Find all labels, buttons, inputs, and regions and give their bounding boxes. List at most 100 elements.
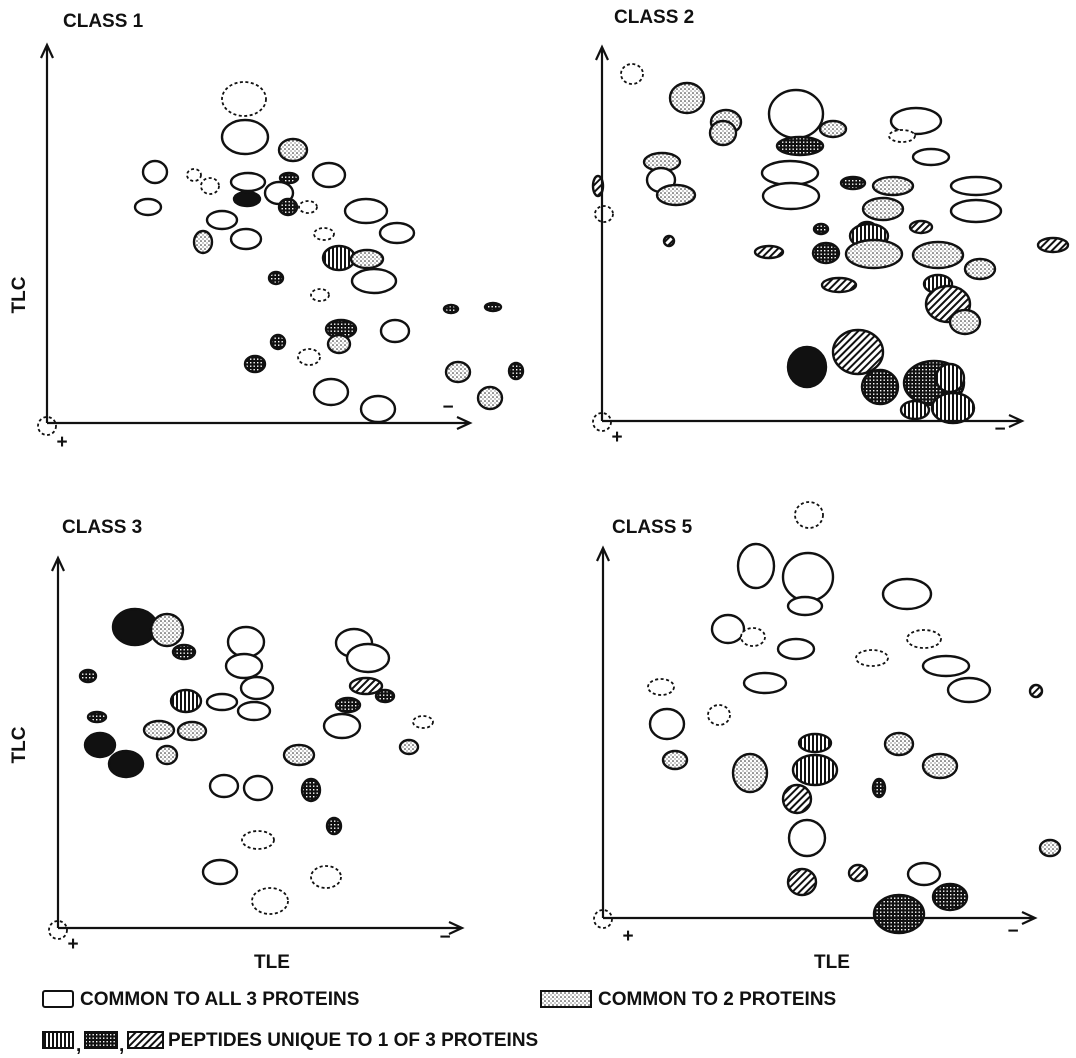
panel-title: CLASS 3	[62, 517, 142, 538]
peptide-spot	[380, 223, 414, 243]
peptide-spot	[151, 614, 183, 646]
panel-title: CLASS 5	[612, 517, 693, 538]
peptide-spot	[951, 200, 1001, 222]
peptide-spot	[885, 733, 913, 755]
peptide-spot	[376, 690, 394, 702]
peptide-spot	[712, 615, 744, 643]
peptide-spot	[789, 820, 825, 856]
peptide-spot	[381, 320, 409, 342]
peptide-spot	[777, 137, 823, 155]
peptide-spot	[478, 387, 502, 409]
peptide-spot	[143, 161, 167, 183]
peptide-spot	[245, 356, 265, 372]
peptide-spot	[231, 229, 261, 249]
peptide-spot	[242, 831, 274, 849]
peptide-spot	[788, 597, 822, 615]
plus-sign: +	[56, 432, 67, 453]
peptide-spot	[446, 362, 470, 382]
y-axis-label: TLC	[9, 726, 30, 763]
peptide-spot	[907, 630, 941, 648]
peptide-spot	[234, 192, 260, 206]
peptide-spot	[1030, 685, 1042, 697]
peptide-spot	[755, 246, 783, 258]
peptide-spot	[733, 754, 767, 792]
peptide-spot	[284, 745, 314, 765]
peptide-spot	[269, 272, 283, 284]
peptide-spot	[345, 199, 387, 223]
peptide-spot	[173, 645, 195, 659]
legend-swatch	[541, 991, 591, 1007]
peptide-spot	[788, 347, 826, 387]
peptide-spot	[873, 779, 885, 797]
peptide-spot	[762, 161, 818, 185]
peptide-spot	[948, 678, 990, 702]
peptide-spot	[657, 185, 695, 205]
peptide-spot	[314, 228, 334, 240]
peptide-spot	[820, 121, 846, 137]
peptide-spot	[241, 677, 273, 699]
peptide-spot	[314, 379, 348, 405]
peptide-spot	[361, 396, 395, 422]
peptide-spot	[228, 627, 264, 657]
plus-sign: +	[622, 926, 633, 947]
peptide-spot	[891, 108, 941, 134]
peptide-spot	[663, 751, 687, 769]
peptide-spot	[595, 206, 613, 222]
peptide-spot	[778, 639, 814, 659]
peptide-spot	[509, 363, 523, 379]
plus-sign: +	[611, 427, 622, 448]
peptide-spot	[873, 177, 913, 195]
peptide-spot	[913, 242, 963, 268]
peptide-spot	[846, 240, 902, 268]
peptide-spot	[222, 82, 266, 116]
peptide-spot	[144, 721, 174, 739]
peptide-spot	[85, 733, 115, 757]
peptide-spot	[793, 755, 837, 785]
peptide-spot	[621, 64, 643, 84]
minus-sign: −	[442, 397, 453, 418]
peptide-spot	[171, 690, 201, 712]
peptide-spot	[648, 679, 674, 695]
peptide-spot	[187, 169, 201, 181]
peptide-spot	[664, 236, 674, 246]
peptide-spot	[783, 785, 811, 813]
peptide-spot	[932, 393, 974, 423]
peptide-spot	[336, 698, 360, 712]
peptide-spot	[226, 654, 262, 678]
peptide-spot	[763, 183, 819, 209]
peptide-spot	[795, 502, 823, 528]
peptide-spot	[744, 673, 786, 693]
peptide-spot	[833, 330, 883, 374]
peptide-spot	[351, 250, 383, 268]
legend: COMMON TO ALL 3 PROTEINS COMMON TO 2 PRO…	[43, 989, 836, 1056]
peptide-spot	[400, 740, 418, 754]
peptide-spot	[88, 712, 106, 722]
peptide-spot	[923, 656, 969, 676]
peptide-spot	[741, 628, 765, 646]
legend-label: PEPTIDES UNIQUE TO 1 OF 3 PROTEINS	[168, 1030, 538, 1051]
peptide-spot	[769, 90, 823, 138]
peptide-spot	[157, 746, 177, 764]
peptide-spot	[231, 173, 265, 191]
legend-label: COMMON TO 2 PROTEINS	[598, 989, 836, 1010]
peptide-spot	[109, 751, 143, 777]
peptide-spot	[194, 231, 212, 253]
minus-sign: −	[994, 419, 1005, 440]
peptide-spot	[738, 544, 774, 588]
peptide-spot	[252, 888, 288, 914]
peptide-spot	[444, 305, 458, 313]
peptide-spot	[874, 895, 924, 933]
peptide-spot	[814, 224, 828, 234]
legend-swatch	[128, 1032, 163, 1048]
peptide-spot	[244, 776, 272, 800]
legend-separator: ,	[119, 1035, 124, 1056]
peptide-spot	[1038, 238, 1068, 252]
peptide-spot	[650, 709, 684, 739]
peptide-spot	[352, 269, 396, 293]
peptide-spot	[908, 863, 940, 885]
peptide-spot	[135, 199, 161, 215]
peptide-spot	[413, 716, 433, 728]
minus-sign: −	[439, 927, 450, 948]
plus-sign: +	[67, 934, 78, 955]
peptide-spot	[222, 120, 268, 154]
